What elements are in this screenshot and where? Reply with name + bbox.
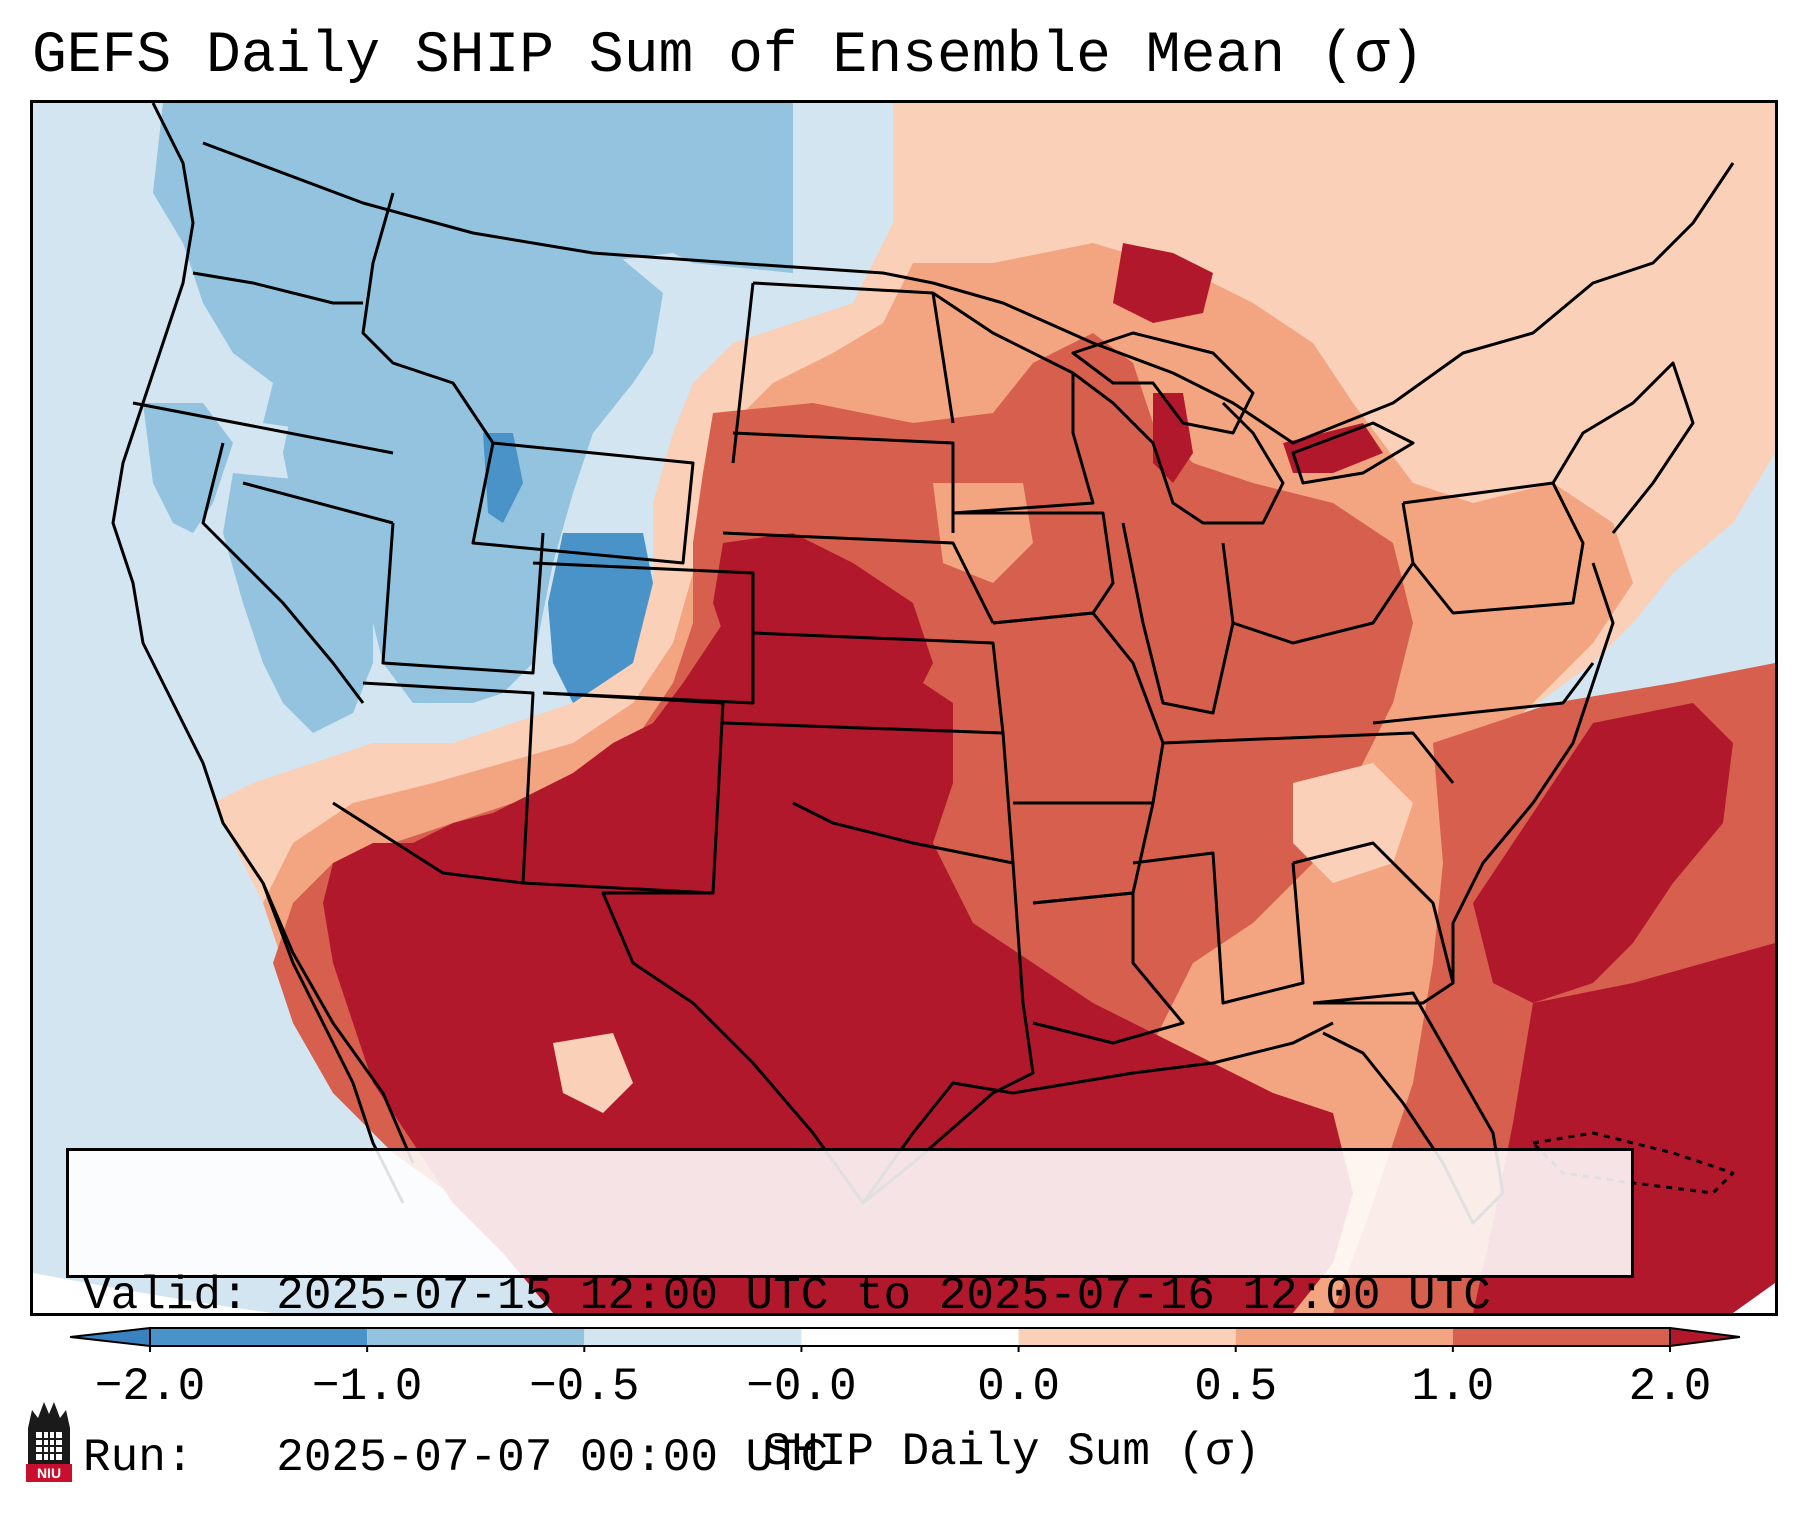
idaho-east-border: [361, 192, 495, 444]
georgia-carolina: [1292, 841, 1455, 1005]
colorbar-bin: [367, 1328, 585, 1346]
positive-region-extreme-south: [323, 623, 1353, 1313]
validity-info-box: Valid: 2025-07-15 12:00 UTC to 2025-07-1…: [66, 1148, 1634, 1484]
oregon-south-border: [132, 401, 394, 455]
map-title: GEFS Daily SHIP Sum of Ensemble Mean (σ): [32, 24, 1425, 89]
us-canada-border: [202, 141, 1735, 445]
run-label: Run:: [83, 1432, 194, 1484]
nebraska-border: [722, 531, 995, 624]
oklahoma-border: [722, 721, 1015, 865]
anomaly-map: [33, 103, 1775, 1313]
logo-banner: [26, 1464, 72, 1482]
run-value: 2025-07-07 00:00 UTC: [276, 1432, 829, 1484]
positive-region-extreme-great-lakes: [1113, 243, 1213, 323]
valid-label: Valid:: [83, 1270, 249, 1322]
tennessee-border: [1162, 731, 1455, 784]
positive-region-extreme-atlantic: [1473, 703, 1733, 1003]
colorbar-tick-label: 0.5: [1194, 1361, 1278, 1413]
louisiana-border: [1032, 891, 1185, 1045]
baja-outline: [261, 882, 415, 1164]
negative-region-mid: [143, 403, 233, 533]
map-panel: [30, 100, 1778, 1316]
colorbar-bin: [1235, 1328, 1453, 1346]
colorbar-tick-label: −0.5: [529, 1361, 640, 1413]
kansas-border: [752, 631, 1005, 734]
colorbar-tick-label: 1.0: [1411, 1361, 1495, 1413]
nevada-border: [201, 442, 365, 704]
off-domain-area: [33, 1273, 273, 1313]
minnesota-border: [932, 291, 1095, 515]
south-dakota-border: [732, 431, 955, 533]
strong-negative-idaho: [483, 433, 523, 523]
colorbar-tick-label: 0.0: [977, 1361, 1060, 1413]
new-england: [1551, 361, 1695, 534]
colorbar-tick-label: −2.0: [94, 1361, 206, 1413]
colorbar-bin: [150, 1328, 368, 1346]
atlantic-coast: [1451, 562, 1615, 983]
off-domain-area-right: [1733, 1283, 1775, 1313]
strong-negative-colorado: [548, 533, 653, 703]
state-borders: [111, 103, 1735, 1225]
positive-region-extreme-kansas: [713, 533, 933, 703]
light-pocket-mexico: [553, 1033, 633, 1113]
valid-time-line: Valid: 2025-07-15 12:00 UTC to 2025-07-1…: [83, 1269, 1617, 1323]
run-time-line: Run: 2025-07-07 00:00 UTC: [83, 1431, 1617, 1485]
wisconsin-michigan: [1072, 371, 1285, 525]
colorbar-bin: [1018, 1328, 1236, 1346]
colorbar: [70, 1326, 1740, 1352]
gulf-coast: [861, 1021, 1334, 1204]
wyoming-border: [471, 441, 695, 565]
ohio-kentucky: [1232, 502, 1415, 645]
niu-logo: NIU: [26, 1402, 72, 1482]
virginia-border: [1372, 662, 1595, 725]
colorbar-bin: [584, 1328, 802, 1346]
great-lakes-outline: [1071, 331, 1255, 435]
pacific-coastline: [111, 103, 405, 1204]
washington-oregon-border: [192, 271, 363, 305]
utah-border: [381, 522, 545, 675]
positive-region-extreme-lake-erie: [1283, 423, 1383, 473]
colorbar-tick-label: −1.0: [311, 1361, 423, 1413]
mississippi-alabama: [1132, 851, 1305, 1005]
negative-region-rockies: [283, 193, 663, 703]
valid-value: 2025-07-15 12:00 UTC to 2025-07-16 12:00…: [276, 1270, 1491, 1322]
pennsylvania-ny: [1402, 481, 1585, 615]
colorbar-extend-high: [1669, 1326, 1740, 1348]
lake-erie-outline: [1291, 421, 1415, 485]
colorbar-bin: [1452, 1328, 1670, 1346]
positive-region-extreme-lake-michigan: [1153, 393, 1193, 483]
colorbar-extend-low: [70, 1326, 151, 1348]
colorbar-bin: [801, 1328, 1019, 1346]
colorbar-tick-label: −0.0: [746, 1361, 857, 1413]
colorbar-label: SHIP Daily Sum (σ): [763, 1426, 1261, 1478]
new-mexico-border: [522, 691, 725, 895]
illinois-indiana: [1121, 522, 1235, 715]
colorbar-outline: [149, 1327, 1671, 1347]
colorbar-tick-label: 2.0: [1628, 1361, 1712, 1413]
california-nevada-line: [242, 481, 394, 525]
logo-text: NIU: [37, 1465, 61, 1481]
